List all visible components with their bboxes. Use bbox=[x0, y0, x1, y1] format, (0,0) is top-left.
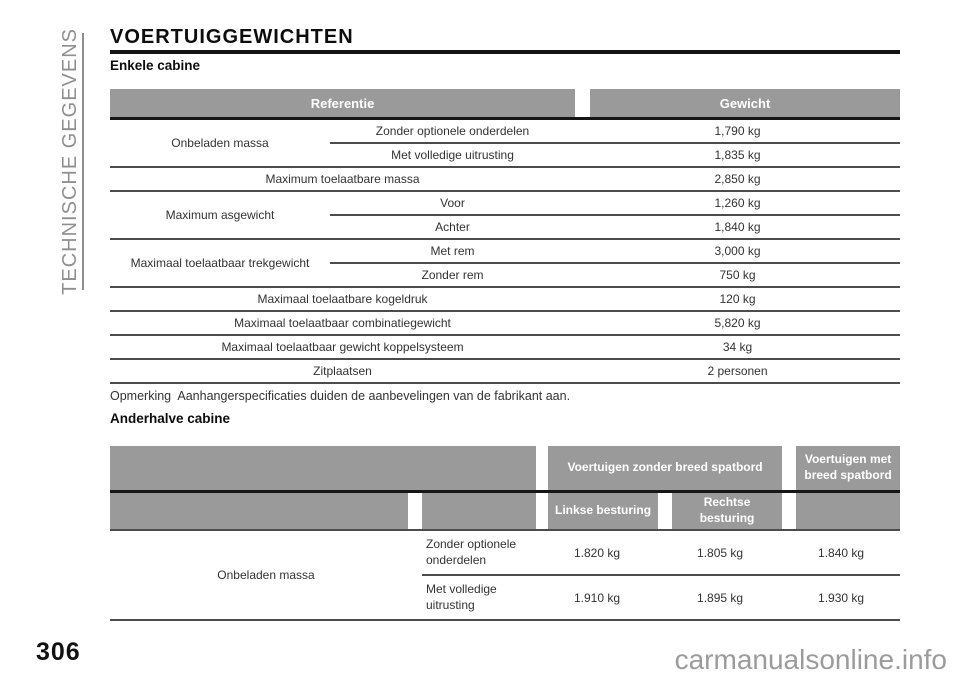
header-gap bbox=[536, 446, 549, 493]
row-sub-label: Achter bbox=[330, 215, 576, 240]
table-subheader-row: Linkse besturing Rechtse besturing bbox=[110, 491, 901, 531]
row-value: 1,835 kg bbox=[575, 143, 901, 168]
chapter-label: TECHNISCHE GEGEVENS bbox=[59, 28, 81, 295]
column-header-rechtse-besturing: Rechtse besturing bbox=[672, 491, 783, 531]
row-value: 120 kg bbox=[575, 287, 901, 312]
row-sub-label: Met volledige uitrusting bbox=[422, 575, 537, 621]
section-heading-anderhalve-cabine: Anderhalve cabine bbox=[110, 411, 231, 426]
header-gap bbox=[408, 491, 422, 531]
table-row: Met volledige uitrusting 1,835 kg bbox=[110, 143, 901, 168]
row-value: 1,790 kg bbox=[575, 118, 901, 144]
row-label: Maximaal toelaatbaar gewicht koppelsyste… bbox=[110, 335, 576, 360]
row-label: Maximum toelaatbare massa bbox=[110, 167, 576, 192]
row-label: Maximaal toelaatbare kogeldruk bbox=[110, 287, 576, 312]
row-value: 1.930 kg bbox=[782, 575, 901, 621]
header-gap bbox=[575, 89, 591, 120]
header-blank-cell bbox=[110, 491, 408, 531]
header-gap bbox=[782, 446, 797, 493]
table-row: Maximum asgewicht Voor 1,260 kg bbox=[110, 191, 901, 240]
header-blank-cell bbox=[110, 446, 537, 493]
table-row: Onbeladen massa Zonder optionele onderde… bbox=[110, 530, 901, 621]
row-value: 1,260 kg bbox=[575, 191, 901, 216]
table-row: Maximaal toelaatbaar trekgewicht Met rem… bbox=[110, 239, 901, 288]
column-header-linkse-besturing: Linkse besturing bbox=[548, 491, 659, 531]
table-row: Maximum toelaatbare massa 2,850 kg bbox=[110, 167, 901, 192]
table-row: Maximaal toelaatbare kogeldruk 120 kg bbox=[110, 287, 901, 312]
table-row: Met volledige uitrusting 1.910 kg 1.895 … bbox=[110, 575, 901, 621]
table-row: Onbeladen massa Zonder optionele onderde… bbox=[110, 118, 901, 168]
header-gap bbox=[782, 491, 797, 531]
row-value: 1.805 kg bbox=[658, 530, 783, 576]
column-header-referentie: Referentie bbox=[110, 89, 576, 120]
header-blank-cell bbox=[422, 491, 537, 531]
row-value: 2,850 kg bbox=[575, 167, 901, 192]
row-value: 750 kg bbox=[575, 263, 901, 288]
row-sub-label: Zonder optionele onderdelen bbox=[422, 530, 537, 576]
row-value: 2 personen bbox=[575, 359, 901, 384]
section-heading-enkele-cabine: Enkele cabine bbox=[110, 58, 201, 73]
column-header-gewicht: Gewicht bbox=[590, 89, 901, 120]
row-sub-label: Voor bbox=[330, 191, 576, 216]
chapter-sidebar: TECHNISCHE GEGEVENS bbox=[52, 28, 84, 295]
table-row: Maximaal toelaatbaar gewicht koppelsyste… bbox=[110, 335, 901, 360]
watermark: carmanualsonline.info bbox=[674, 644, 947, 675]
table-row: Maximaal toelaatbaar combinatiegewicht 5… bbox=[110, 311, 901, 336]
row-value: 1.820 kg bbox=[536, 530, 659, 576]
table-row: Achter 1,840 kg bbox=[110, 215, 901, 240]
header-gap bbox=[658, 491, 673, 531]
row-sub-label: Zonder optionele onderdelen bbox=[330, 118, 576, 144]
row-label: Onbeladen massa bbox=[110, 118, 330, 168]
row-label: Maximaal toelaatbaar trekgewicht bbox=[110, 239, 330, 288]
row-sub-label: Met volledige uitrusting bbox=[330, 143, 576, 168]
row-sub-label: Zonder rem bbox=[330, 263, 576, 288]
row-value: 1.840 kg bbox=[782, 530, 901, 576]
anderhalve-cabine-table: Voertuigen zonder breed spatbord Voertui… bbox=[110, 446, 901, 621]
row-value: 3,000 kg bbox=[575, 239, 901, 264]
header-gap bbox=[536, 491, 549, 531]
row-label: Onbeladen massa bbox=[110, 530, 422, 621]
page-title: VOERTUIGGEWICHTEN bbox=[110, 27, 900, 54]
row-label: Maximum asgewicht bbox=[110, 191, 330, 240]
row-label: Zitplaatsen bbox=[110, 359, 576, 384]
row-value: 1.910 kg bbox=[536, 575, 659, 621]
row-value: 1,840 kg bbox=[575, 215, 901, 240]
column-header-met-breed-spatbord: Voertuigen met breed spatbord bbox=[796, 446, 901, 493]
row-value: 1.895 kg bbox=[658, 575, 783, 621]
table-row: Zitplaatsen 2 personen bbox=[110, 359, 901, 384]
table-row: Zonder rem 750 kg bbox=[110, 263, 901, 288]
row-value: 34 kg bbox=[575, 335, 901, 360]
row-sub-label: Met rem bbox=[330, 239, 576, 264]
header-blank-cell bbox=[796, 491, 901, 531]
table-note: Opmerking Aanhangerspecificaties duiden … bbox=[110, 389, 571, 403]
page-number: 306 bbox=[36, 638, 81, 666]
row-value: 5,820 kg bbox=[575, 311, 901, 336]
column-header-zonder-breed-spatbord: Voertuigen zonder breed spatbord bbox=[548, 446, 783, 493]
enkele-cabine-table: Referentie Gewicht Onbeladen massa Zonde… bbox=[110, 89, 901, 384]
table-group-header-row: Voertuigen zonder breed spatbord Voertui… bbox=[110, 446, 901, 493]
table-header-row: Referentie Gewicht bbox=[110, 89, 901, 120]
row-label: Maximaal toelaatbaar combinatiegewicht bbox=[110, 311, 576, 336]
